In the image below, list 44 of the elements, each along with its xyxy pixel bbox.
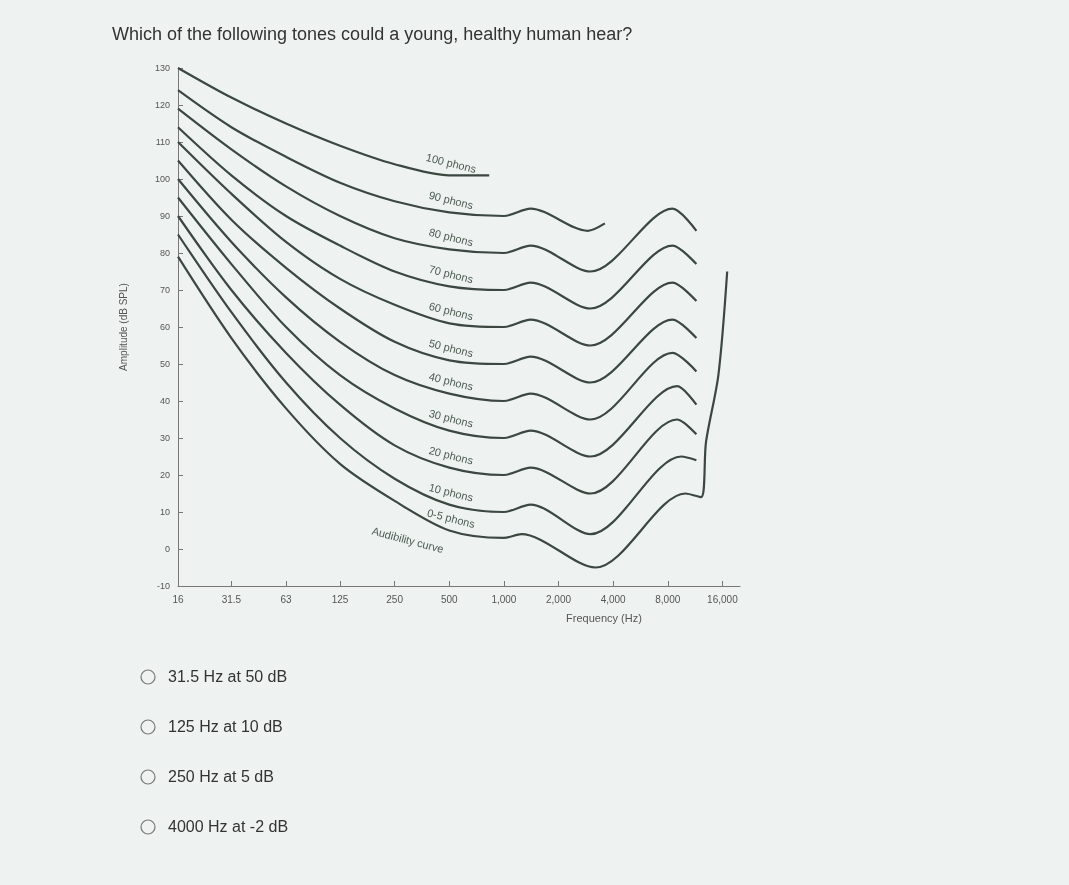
text: 250 Hz at 5 dB	[168, 768, 274, 786]
y-tick-label: 90	[159, 211, 170, 221]
text: 50 phons	[427, 336, 475, 360]
y-tick-label: 120	[154, 100, 170, 110]
x-tick-label: 31.5	[221, 593, 242, 605]
text: 70 phons	[427, 262, 475, 286]
y-tick-label: 110	[155, 137, 170, 147]
text: 0-5 phons	[425, 506, 477, 531]
y-tick-label: 130	[154, 63, 170, 73]
text: 20 phons	[427, 444, 475, 467]
x-tick-label: 500	[440, 593, 459, 605]
x-tick-label: 16	[172, 593, 184, 605]
y-tick-label: 50	[159, 359, 170, 369]
text: 31.5 Hz at 50 dB	[168, 668, 288, 686]
text: 10 phons	[427, 481, 475, 504]
text: 4000 Hz at -2 dB	[168, 818, 289, 836]
x-tick-label: 63	[280, 593, 293, 605]
x-axis-title: Frequency (Hz)	[566, 611, 642, 624]
text: 30 phons	[427, 407, 475, 430]
y-tick-label: -10	[156, 581, 170, 591]
y-tick-label: 0	[164, 544, 170, 554]
text: 100 phons	[424, 150, 478, 176]
text: 60 phons	[427, 299, 475, 323]
text: 80 phons	[427, 225, 475, 249]
y-tick-label: 100	[154, 174, 170, 184]
y-tick-label: 60	[159, 322, 170, 332]
x-tick-label: 250	[386, 593, 404, 605]
y-tick-label: 20	[159, 470, 170, 480]
y-axis-title: Amplitude (dB SPL)	[117, 283, 129, 371]
text: 90 phons	[427, 188, 475, 212]
x-tick-label: 4,000	[600, 593, 627, 605]
x-tick-label: 125	[331, 593, 349, 605]
y-tick-label: 30	[159, 433, 170, 443]
x-tick-label: 8,000	[655, 593, 681, 605]
x-tick-label: 2,000	[546, 593, 572, 605]
x-tick-label: 16,000	[707, 593, 739, 605]
y-tick-label: 10	[159, 507, 170, 517]
y-tick-label: 40	[159, 396, 170, 406]
x-tick-label: 1,000	[491, 593, 517, 605]
y-tick-label: 80	[159, 248, 170, 258]
chart-title: Which of the following tones could a young, healthy human hear?	[112, 24, 633, 45]
text: 40 phons	[427, 370, 475, 393]
text: 125 Hz at 10 dB	[168, 718, 283, 736]
y-tick-label: 70	[159, 285, 170, 295]
